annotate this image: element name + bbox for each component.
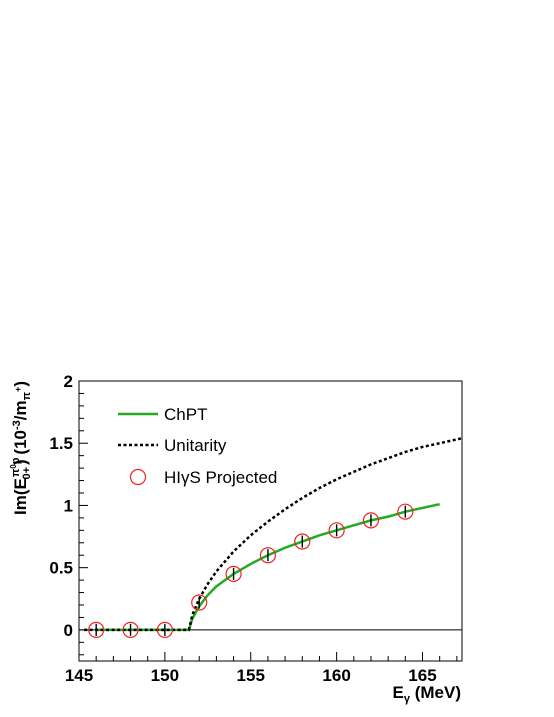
legend-label-projected: HIγS Projected xyxy=(164,468,277,487)
x-tick-label: 155 xyxy=(237,666,265,685)
x-tick-label: 145 xyxy=(65,666,93,685)
projected-point xyxy=(156,621,173,638)
projected-point xyxy=(259,547,277,564)
projected-point xyxy=(294,533,311,550)
series-line-chpt xyxy=(96,502,440,632)
projected-point xyxy=(122,621,139,638)
legend-swatch-projected xyxy=(129,468,147,486)
projected-point xyxy=(397,503,414,520)
projected-point xyxy=(225,565,242,582)
series-line-unitarity xyxy=(84,437,463,632)
x-tick-label: 160 xyxy=(322,666,350,685)
marker-layer xyxy=(88,503,414,638)
x-tick-label: 150 xyxy=(151,666,179,685)
axis-ticks: 145 150 155 160 165 0 0.5 1 1.5 2 xyxy=(49,372,458,685)
projected-point xyxy=(191,594,208,611)
projected-point xyxy=(328,522,345,539)
y-tick-label: 1 xyxy=(64,496,73,515)
x-axis-title: Eγ (MeV) xyxy=(393,683,461,705)
series-layer xyxy=(84,437,463,632)
y-tick-label: 1.5 xyxy=(49,434,73,453)
legend: ChPT Unitarity HIγS Projected xyxy=(118,405,277,487)
plot-frame xyxy=(78,380,463,662)
x-axis-title-sub: γ xyxy=(404,693,411,705)
x-tick-label: 165 xyxy=(408,666,436,685)
legend-label-chpt: ChPT xyxy=(164,405,207,424)
legend-label-unitarity: Unitarity xyxy=(164,436,227,455)
projected-point xyxy=(88,621,105,638)
projected-point xyxy=(362,512,380,529)
y-tick-label: 2 xyxy=(64,372,73,391)
y-axis-title: Im(Eπ0p0+) (10-3/mπ+) xyxy=(9,381,33,515)
y-tick-label: 0.5 xyxy=(49,559,73,578)
y-tick-label: 0 xyxy=(64,621,73,640)
